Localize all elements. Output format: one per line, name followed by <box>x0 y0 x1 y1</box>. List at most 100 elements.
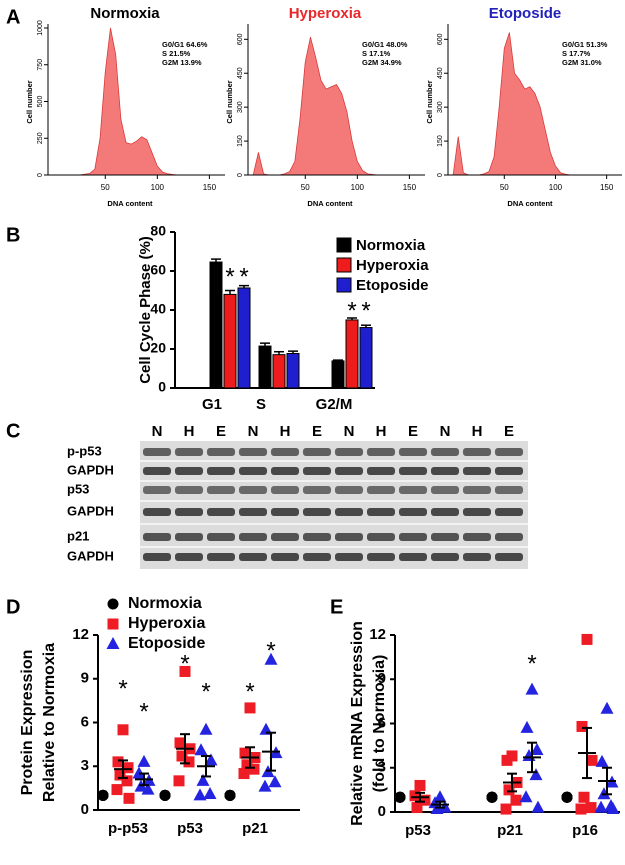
point <box>531 800 545 813</box>
y-tick-label: 600 <box>237 33 244 45</box>
y-tick-label: 3 <box>81 757 89 774</box>
blot-band <box>495 486 523 494</box>
blot-band <box>463 553 491 561</box>
x-tick-label: p21 <box>497 822 523 839</box>
blot-band <box>335 533 363 541</box>
blot-band <box>303 448 331 456</box>
blot-band <box>335 553 363 561</box>
blot-separator <box>140 546 528 548</box>
point <box>529 768 543 781</box>
x-tick-label: 50 <box>301 183 310 192</box>
bar <box>258 345 272 389</box>
lane-label: H <box>376 423 387 440</box>
point <box>224 789 236 801</box>
point <box>595 754 609 767</box>
blot-band <box>143 467 171 475</box>
y-axis-label: Relative mRNA Expression <box>349 621 366 826</box>
blot-band <box>495 448 523 456</box>
point <box>238 768 250 780</box>
x-tick-label: p53 <box>177 820 203 837</box>
row-label: p-p53 <box>67 443 102 458</box>
point <box>433 790 447 803</box>
annotation: G2M 31.0% <box>562 58 602 67</box>
blot-band <box>335 486 363 494</box>
blot-band <box>367 467 395 475</box>
significance-star: * <box>118 675 127 702</box>
legend-label: Normoxia <box>128 595 202 612</box>
blot-separator <box>140 500 528 502</box>
y-axis-label: Relative to Normoxia <box>41 643 58 802</box>
y-tick-label: 3 <box>378 759 386 776</box>
significance-star: * <box>527 650 536 677</box>
point <box>121 775 133 787</box>
y-tick-label: 0 <box>237 173 244 177</box>
significance-star: * <box>139 698 148 725</box>
y-tick-label: 6 <box>81 713 89 730</box>
y-tick-label: 12 <box>72 626 89 643</box>
blot-band <box>143 486 171 494</box>
bar <box>223 293 237 389</box>
row-label: p53 <box>67 481 89 496</box>
x-tick-label: G1 <box>202 396 222 413</box>
point <box>114 769 126 781</box>
point <box>203 786 217 799</box>
blot-band <box>463 486 491 494</box>
point <box>194 743 208 756</box>
lane-label: N <box>440 423 451 440</box>
point <box>581 633 593 645</box>
y-tick-label: 9 <box>81 670 89 687</box>
panel-label: C <box>6 420 20 442</box>
point <box>123 792 135 804</box>
blot-band <box>335 448 363 456</box>
significance-star: * <box>245 678 254 705</box>
point <box>586 754 598 766</box>
point <box>486 791 498 803</box>
y-tick-label: 150 <box>437 135 444 147</box>
blot-band <box>463 508 491 516</box>
lane-label: E <box>504 423 514 440</box>
annotation: S 17.1% <box>362 49 391 58</box>
significance-star: * <box>180 650 189 677</box>
point <box>268 775 282 788</box>
point <box>561 791 573 803</box>
point <box>107 598 119 610</box>
blot-band <box>463 467 491 475</box>
blot-separator <box>140 480 528 482</box>
blot-band <box>239 448 267 456</box>
legend-swatch <box>336 277 352 293</box>
blot-band <box>399 467 427 475</box>
blot-band <box>367 508 395 516</box>
blot-band <box>271 533 299 541</box>
blot-band <box>143 508 171 516</box>
point <box>576 720 588 732</box>
blot-band <box>399 553 427 561</box>
point <box>575 803 587 815</box>
point <box>241 759 253 771</box>
annotation: G0/G1 51.3% <box>562 40 608 49</box>
blot-band <box>143 448 171 456</box>
blot-band <box>175 533 203 541</box>
y-tick-label: 150 <box>237 135 244 147</box>
point <box>204 753 218 766</box>
blot-band <box>463 448 491 456</box>
blot-band <box>495 533 523 541</box>
blot-band <box>431 533 459 541</box>
bar <box>331 360 345 389</box>
chart-title: Hyperoxia <box>289 5 362 22</box>
blot-band <box>399 448 427 456</box>
point <box>578 791 590 803</box>
blot-band <box>143 553 171 561</box>
blot-band <box>239 533 267 541</box>
x-tick-label: 150 <box>403 183 417 192</box>
x-axis-label: DNA content <box>507 199 553 208</box>
point <box>159 789 171 801</box>
blot-band <box>175 553 203 561</box>
legend-label: Etoposide <box>356 277 429 294</box>
blot-band <box>207 486 235 494</box>
blot-band <box>303 508 331 516</box>
blot-band <box>367 486 395 494</box>
legend-label: Etoposide <box>128 635 205 652</box>
y-tick-label: 450 <box>437 67 444 79</box>
blot-band <box>239 486 267 494</box>
